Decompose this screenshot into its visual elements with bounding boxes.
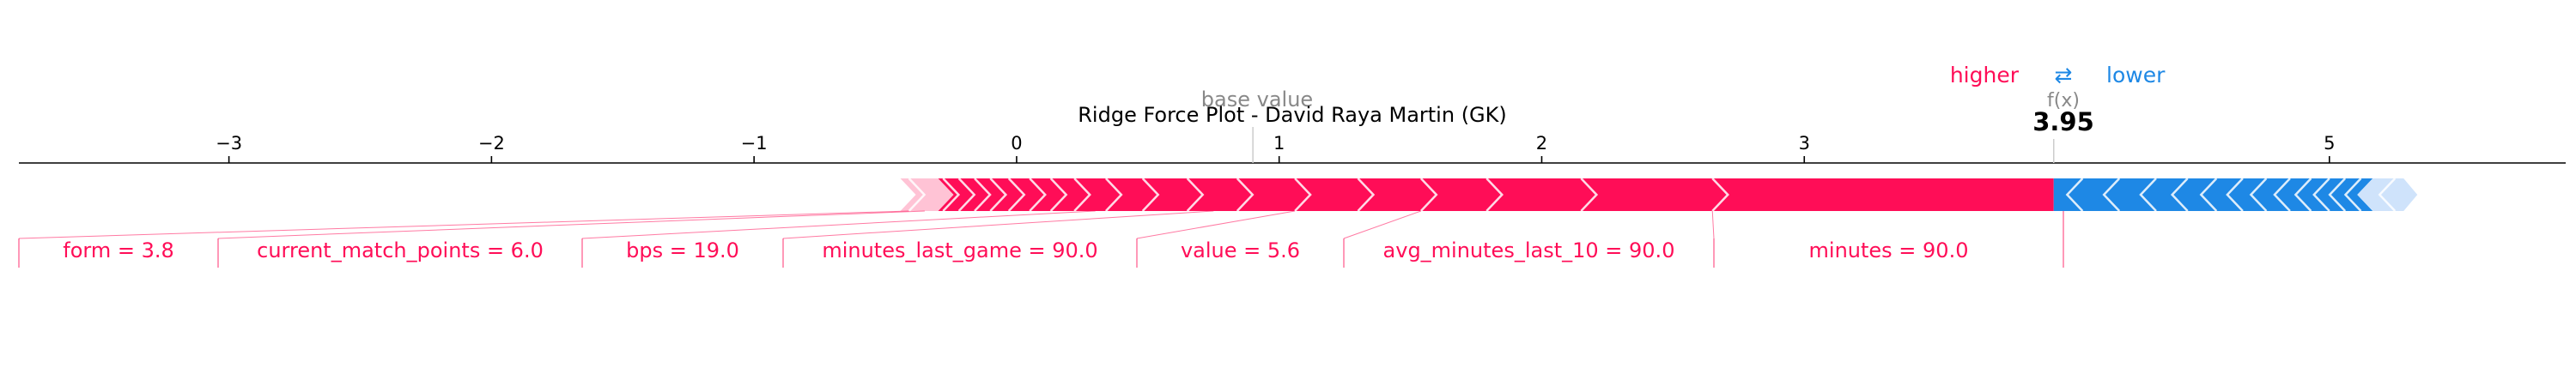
feature-connector [218,211,1096,268]
positive-segment-divider [1186,178,1205,212]
negative-segment-divider [2199,178,2218,212]
positive-segment-divider [908,178,927,212]
positive-segment-divider [989,178,1008,212]
x-tick-label: −2 [478,133,505,154]
negative-segment-divider [2226,178,2244,212]
feature-connector [1137,211,1421,268]
negative-segment-divider [2312,178,2330,212]
feature-connector-edge [782,210,1214,239]
positive-segment-divider [1029,178,1047,212]
base-value-label: base value [1201,87,1313,112]
feature-connector-edge [1343,210,1421,239]
fx-label: f(x) [2047,90,2080,112]
feature-connector [1712,211,2063,268]
positive-segment-divider [942,178,961,212]
negative-segment-divider [2139,178,2157,212]
x-axis: −3 −2 −1 0 1 2 3 5 [19,127,2566,164]
negative-segment-divider [2293,178,2312,212]
x-tick-label: −1 [741,133,768,154]
negative-segment-divider [2343,178,2362,212]
x-tick-label: 5 [2324,133,2335,154]
feature-label: avg_minutes_last_10 = 90.0 [1383,238,1675,262]
positive-segment-divider [1073,178,1091,212]
feature-label: current_match_points = 6.0 [257,238,544,262]
feature-connector [1344,211,1714,268]
legend-lower: lower [2106,63,2166,87]
swap-arrows-icon: ⇄ [2055,63,2073,87]
positive-segment-divider [1419,178,1438,212]
feature-connector-edge [1136,210,1296,239]
x-tick-label: 0 [1011,133,1022,154]
feature-connector [783,211,1296,268]
x-tick-label: −3 [216,133,242,154]
positive-segment-divider [1007,178,1026,212]
positive-segment-divider [1141,178,1160,212]
x-tick-label: 1 [1273,133,1285,154]
positive-segment-divider [957,178,976,212]
negative-segment-divider [2170,178,2189,212]
negative-bar [2053,178,2373,211]
positive-segment-divider [1485,178,1504,212]
positive-segment-divider [1236,178,1255,212]
force-bars [900,178,2418,212]
positive-segment-divider [1104,178,1123,212]
positive-segment-divider [1049,178,1068,212]
chart-title: Ridge Force Plot - David Raya Martin (GK… [1078,103,1507,127]
feature-connector-edge [217,210,925,239]
negative-segment-divider [2065,178,2084,212]
positive-bar [938,178,2054,211]
negative-segment-divider [2378,178,2397,212]
feature-connector-edge [18,210,909,239]
x-tick-label: 3 [1799,133,1810,154]
negative-tail [2357,178,2418,211]
x-tick-label: 2 [1536,133,1547,154]
feature-connector-edge [1711,210,1715,239]
feature-label: bps = 19.0 [626,238,739,262]
positive-tail [900,178,954,211]
negative-segment-divider [2102,178,2121,212]
positive-segment-divider [1580,178,1599,212]
feature-label: value = 5.6 [1181,238,1300,262]
feature-label: minutes_last_game = 90.0 [822,238,1097,262]
feature-connector [582,211,1214,268]
feature-labels: form = 3.8 current_match_points = 6.0 bps … [18,210,2064,268]
feature-label: form = 3.8 [63,238,174,262]
legend-higher: higher [1950,63,2020,87]
negative-segment-divider [2249,178,2268,212]
positive-segment-divider [1357,178,1376,212]
fx-value: 3.95 [2032,107,2094,136]
legend: higher ⇄ lower [1950,63,2166,87]
negative-segment-divider [2328,178,2347,212]
feature-connector-edge [581,210,1096,239]
feature-label: minutes = 90.0 [1809,238,1969,262]
positive-segment-divider [974,178,992,212]
positive-segment-divider [1711,178,1729,212]
feature-connector [19,211,925,268]
negative-segment-divider [2273,178,2291,212]
positive-segment-divider [1294,178,1312,212]
